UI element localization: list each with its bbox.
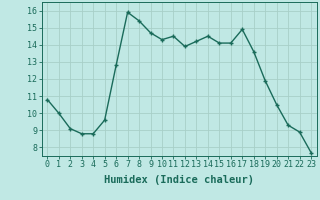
- X-axis label: Humidex (Indice chaleur): Humidex (Indice chaleur): [104, 175, 254, 185]
